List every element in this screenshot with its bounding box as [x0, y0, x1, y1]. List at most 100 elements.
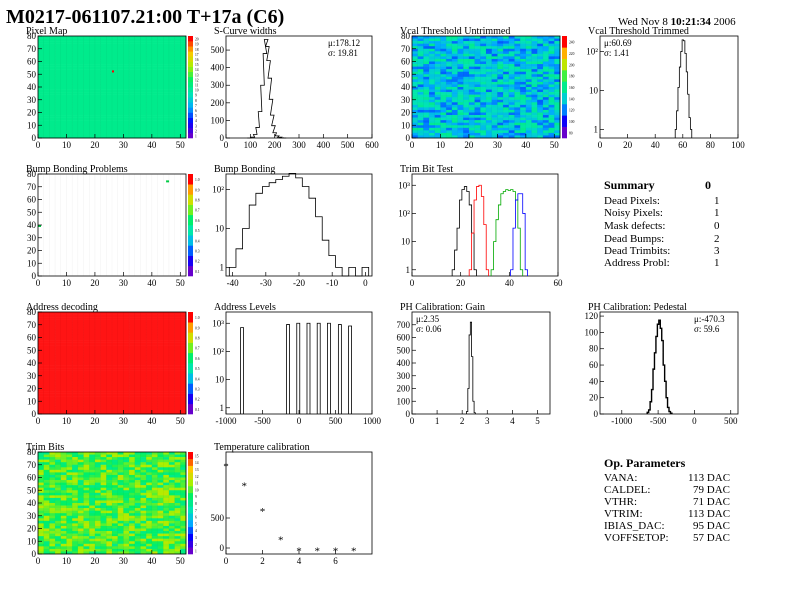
heatmap-cell: [134, 546, 141, 550]
heatmap-cell: [146, 46, 153, 50]
heatmap-cell: [140, 125, 147, 129]
heatmap-cell: [417, 122, 424, 126]
heatmap-cell: [129, 71, 136, 75]
heatmap-cell: [117, 396, 124, 399]
heatmap-cell: [112, 411, 118, 415]
heatmap-cell: [117, 467, 124, 471]
heatmap-cell: [174, 76, 181, 80]
heatmap-cell: [554, 58, 561, 62]
heatmap-cell: [157, 125, 164, 129]
heatmap-cell: [531, 41, 538, 44]
heatmap-cell: [180, 385, 187, 389]
heatmap-cell: [60, 97, 67, 101]
heatmap-cell: [66, 505, 73, 509]
heatmap-cell: [525, 125, 532, 129]
heatmap-cell: [60, 314, 67, 318]
heatmap-cell: [180, 43, 187, 47]
heatmap-cell: [43, 388, 50, 392]
heatmap-cell: [434, 94, 441, 98]
heatmap-cell: [100, 503, 107, 506]
y-tick-label: 40: [27, 220, 37, 230]
heatmap-cell: [451, 66, 458, 70]
heatmap-cell: [134, 127, 141, 131]
heatmap-cell: [151, 317, 158, 320]
heatmap-cell: [163, 388, 170, 392]
x-tick-label: 0: [36, 140, 41, 150]
heatmap-cell: [140, 531, 147, 534]
heatmap-cell: [180, 94, 187, 98]
heatmap-cell: [100, 51, 107, 55]
heatmap-cell: [83, 81, 90, 85]
heatmap-cell: [491, 122, 498, 126]
heatmap-cell: [417, 135, 424, 139]
heatmap-cell: [117, 541, 124, 545]
heatmap-cell: [43, 355, 50, 359]
heatmap-cell: [134, 312, 141, 315]
heatmap-cell: [468, 84, 475, 88]
heatmap-cell: [112, 112, 118, 116]
heatmap-cell: [89, 58, 96, 62]
heatmap-cell: [163, 58, 170, 62]
heatmap-cell: [157, 393, 164, 397]
heatmap-cell: [106, 477, 113, 481]
heatmap-cell: [55, 64, 62, 67]
heatmap-cell: [83, 408, 90, 412]
heatmap-cell: [140, 109, 147, 113]
heatmap-cell: [180, 38, 187, 42]
heatmap-cell: [60, 393, 67, 397]
heatmap-cell: [89, 391, 96, 394]
y-tick-label: 20: [27, 524, 37, 534]
heatmap-cell: [49, 342, 56, 346]
heatmap-cell: [55, 525, 62, 529]
heatmap-cell: [55, 107, 62, 111]
heatmap-cell: [163, 370, 170, 374]
heatmap-cell: [117, 340, 124, 343]
heatmap-cell: [542, 53, 549, 57]
heatmap-cell: [491, 51, 498, 55]
heatmap-cell: [55, 543, 62, 547]
heatmap-cell: [151, 518, 158, 522]
color-scale-swatch: [188, 499, 193, 507]
heatmap-cell: [434, 64, 441, 67]
y-tick-label: 0: [32, 409, 37, 419]
heatmap-cell: [163, 365, 170, 369]
heatmap-cell: [434, 107, 441, 111]
heatmap-cell: [168, 84, 175, 88]
heatmap-cell: [94, 94, 101, 98]
heatmap-cell: [89, 531, 96, 534]
heatmap-cell: [129, 523, 136, 527]
heatmap-cell: [168, 74, 175, 78]
heatmap-cell: [525, 87, 532, 90]
heatmap-cell: [89, 64, 96, 67]
heatmap-cell: [129, 467, 136, 471]
heatmap-cell: [180, 53, 187, 57]
heatmap-cell: [117, 508, 124, 511]
heatmap-cell: [146, 84, 153, 88]
heatmap-cell: [49, 363, 56, 366]
heatmap-cell: [429, 66, 436, 70]
x-tick-label: 60: [678, 140, 688, 150]
heatmap-cell: [503, 122, 510, 126]
heatmap-cell: [486, 120, 492, 123]
heatmap-cell: [129, 365, 136, 369]
heatmap-cell: [66, 71, 73, 75]
heatmap-cell: [554, 56, 561, 60]
heatmap-cell: [49, 383, 56, 387]
heatmap-cell: [468, 51, 475, 55]
heatmap-cell: [429, 125, 436, 129]
heatmap-cell: [43, 363, 50, 366]
heatmap-cell: [446, 74, 453, 78]
heatmap-cell: [129, 515, 136, 519]
heatmap-cell: [83, 495, 90, 499]
heatmap-cell: [554, 38, 561, 42]
color-scale-swatch: [188, 76, 193, 83]
heatmap-cell: [60, 342, 67, 346]
heatmap-cell: [140, 71, 147, 75]
heatmap-cell: [157, 472, 164, 476]
heatmap-cell: [157, 375, 164, 379]
heatmap-cell: [429, 41, 436, 44]
heatmap-cell: [49, 408, 56, 412]
heatmap-cell: [451, 115, 458, 118]
heatmap-cell: [168, 543, 175, 547]
heatmap-cell: [112, 89, 118, 93]
